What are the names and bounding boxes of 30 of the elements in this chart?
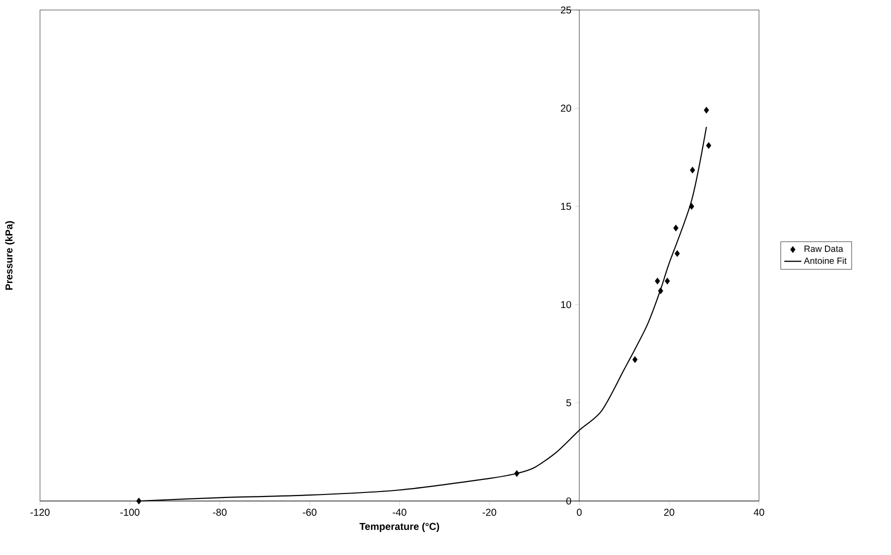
point: [664, 278, 670, 284]
y-tick-label: 20: [560, 104, 572, 112]
x-tick-label: 40: [754, 508, 764, 516]
point: [706, 142, 712, 149]
point: [704, 106, 710, 114]
x-tick-label: -100: [120, 508, 140, 516]
x-tick-label: 0: [576, 508, 582, 516]
y-tick-label: 25: [560, 6, 572, 14]
point: [658, 287, 664, 294]
x-tick-label: -60: [302, 508, 316, 516]
point: [673, 224, 678, 232]
point: [690, 166, 696, 174]
y-tick-label: 5: [566, 399, 572, 406]
point: [136, 498, 142, 504]
point: [632, 356, 638, 363]
point: [674, 250, 680, 257]
x-tick-label: 20: [664, 508, 674, 516]
point: [689, 203, 694, 210]
x-tick-label: -80: [212, 508, 227, 516]
x-tick-label: -40: [392, 508, 406, 516]
y-tick-label: 10: [561, 301, 572, 308]
legend-label: Raw Data: [804, 246, 844, 252]
point: [514, 470, 520, 477]
y-tick-label: 15: [561, 202, 572, 210]
x-tick-label: -120: [30, 508, 50, 516]
legend-label: Antoine Fit: [804, 257, 847, 264]
y-axis-title: Pressure (kPa): [5, 221, 14, 290]
x-axis-title: Temperature (°C): [360, 522, 440, 532]
point: [654, 278, 660, 284]
x-tick-label: -20: [482, 508, 496, 516]
